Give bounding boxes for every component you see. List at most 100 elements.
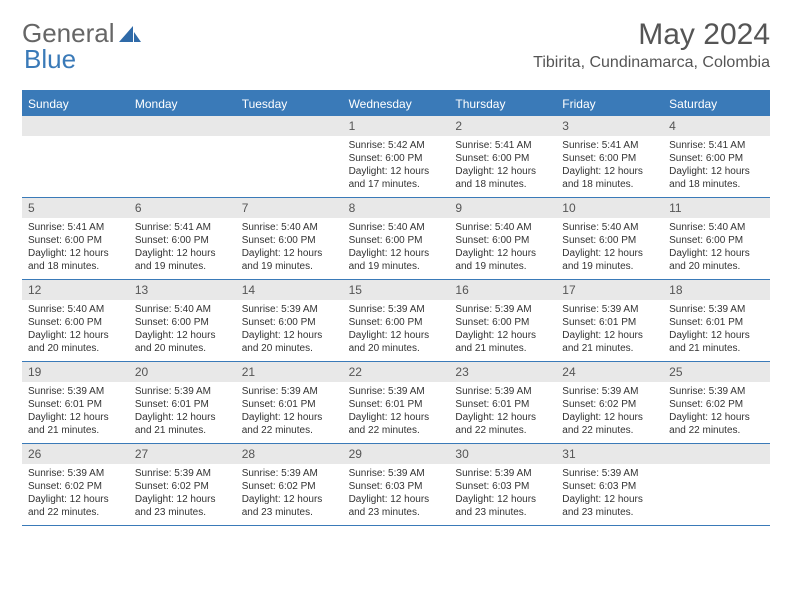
week-row: Sunrise: 5:39 AM Sunset: 6:02 PM Daylight:…	[22, 464, 770, 526]
day-detail-line: Daylight: 12 hours	[455, 247, 550, 260]
day-detail-line: Daylight: 12 hours	[135, 493, 230, 506]
title-block: May 2024 Tibirita, Cundinamarca, Colombi…	[533, 18, 770, 72]
day-detail-line: and 18 minutes.	[669, 178, 764, 191]
day-cell: Sunrise: 5:39 AMSunset: 6:01 PMDaylight:…	[556, 300, 663, 361]
day-number: 9	[449, 198, 556, 218]
day-cell	[663, 464, 770, 525]
day-detail-line: Sunrise: 5:39 AM	[135, 385, 230, 398]
day-detail-line: and 21 minutes.	[455, 342, 550, 355]
day-detail-line: Daylight: 12 hours	[562, 493, 657, 506]
day-number: 8	[343, 198, 450, 218]
day-detail-line: and 23 minutes.	[242, 506, 337, 519]
week-row: Sunrise: 5:40 AMSunset: 6:00 PMDaylight:…	[22, 300, 770, 362]
day-detail-line: Sunset: 6:00 PM	[242, 316, 337, 329]
calendar: SundayMondayTuesdayWednesdayThursdayFrid…	[22, 90, 770, 526]
day-detail-line: Sunset: 6:00 PM	[242, 234, 337, 247]
day-cell: Sunrise: 5:39 AMSunset: 6:00 PMDaylight:…	[449, 300, 556, 361]
day-cell: Sunrise: 5:39 AMSunset: 6:01 PMDaylight:…	[343, 382, 450, 443]
day-cell: Sunrise: 5:40 AMSunset: 6:00 PMDaylight:…	[449, 218, 556, 279]
day-detail-line: and 22 minutes.	[28, 506, 123, 519]
day-detail-line: Sunset: 6:03 PM	[349, 480, 444, 493]
day-number: 31	[556, 444, 663, 464]
day-cell	[236, 136, 343, 197]
day-detail-line: Sunrise: 5:39 AM	[349, 467, 444, 480]
day-detail-line: Sunset: 6:00 PM	[562, 234, 657, 247]
day-number: 3	[556, 116, 663, 136]
day-detail-line: Sunset: 6:00 PM	[455, 316, 550, 329]
day-detail-line: and 22 minutes.	[455, 424, 550, 437]
day-detail-line: Sunset: 6:01 PM	[349, 398, 444, 411]
day-number: 13	[129, 280, 236, 300]
day-detail-line: Daylight: 12 hours	[669, 411, 764, 424]
day-number: 23	[449, 362, 556, 382]
day-detail-line: and 23 minutes.	[135, 506, 230, 519]
day-cell: Sunrise: 5:39 AMSunset: 6:01 PMDaylight:…	[22, 382, 129, 443]
day-number: 2	[449, 116, 556, 136]
day-detail-line: and 22 minutes.	[669, 424, 764, 437]
day-number-row: 12131415161718	[22, 280, 770, 300]
day-detail-line: Daylight: 12 hours	[135, 411, 230, 424]
day-detail-line: Sunset: 6:01 PM	[135, 398, 230, 411]
day-number-row: 262728293031	[22, 444, 770, 464]
weekday-header: Wednesday	[343, 92, 450, 116]
day-detail-line: Sunrise: 5:39 AM	[562, 467, 657, 480]
day-number-row: 567891011	[22, 198, 770, 218]
day-detail-line: Sunset: 6:02 PM	[242, 480, 337, 493]
day-detail-line: Daylight: 12 hours	[349, 493, 444, 506]
weekday-header: Thursday	[449, 92, 556, 116]
day-detail-line: Sunrise: 5:39 AM	[135, 467, 230, 480]
day-detail-line: Sunset: 6:00 PM	[669, 234, 764, 247]
day-detail-line: Sunrise: 5:39 AM	[562, 303, 657, 316]
week-row: Sunrise: 5:42 AMSunset: 6:00 PMDaylight:…	[22, 136, 770, 198]
day-detail-line: Daylight: 12 hours	[242, 247, 337, 260]
day-detail-line: Daylight: 12 hours	[28, 411, 123, 424]
day-detail-line: Sunset: 6:01 PM	[28, 398, 123, 411]
month-title: May 2024	[533, 18, 770, 52]
day-detail-line: and 21 minutes.	[669, 342, 764, 355]
day-detail-line: and 17 minutes.	[349, 178, 444, 191]
day-cell: Sunrise: 5:39 AMSunset: 6:03 PMDaylight:…	[343, 464, 450, 525]
day-detail-line: Sunset: 6:00 PM	[562, 152, 657, 165]
day-detail-line: Daylight: 12 hours	[562, 247, 657, 260]
day-number: 5	[22, 198, 129, 218]
day-number	[663, 444, 770, 464]
day-detail-line: Daylight: 12 hours	[455, 411, 550, 424]
day-detail-line: Sunrise: 5:41 AM	[455, 139, 550, 152]
day-number	[129, 116, 236, 136]
day-detail-line: and 20 minutes.	[28, 342, 123, 355]
weekday-header: Tuesday	[236, 92, 343, 116]
day-detail-line: Sunset: 6:00 PM	[349, 316, 444, 329]
weekday-header: Friday	[556, 92, 663, 116]
day-detail-line: Sunrise: 5:39 AM	[242, 385, 337, 398]
day-detail-line: Daylight: 12 hours	[349, 411, 444, 424]
day-detail-line: and 21 minutes.	[28, 424, 123, 437]
day-detail-line: Sunset: 6:00 PM	[28, 316, 123, 329]
day-detail-line: and 20 minutes.	[135, 342, 230, 355]
day-detail-line: and 22 minutes.	[562, 424, 657, 437]
day-detail-line: and 23 minutes.	[455, 506, 550, 519]
day-number: 11	[663, 198, 770, 218]
day-detail-line: Sunrise: 5:39 AM	[455, 467, 550, 480]
day-cell	[129, 136, 236, 197]
day-cell: Sunrise: 5:39 AMSunset: 6:02 PMDaylight:…	[22, 464, 129, 525]
day-cell: Sunrise: 5:40 AMSunset: 6:00 PMDaylight:…	[663, 218, 770, 279]
day-detail-line: Sunset: 6:00 PM	[669, 152, 764, 165]
day-detail-line: and 18 minutes.	[455, 178, 550, 191]
day-number: 22	[343, 362, 450, 382]
day-detail-line: Sunset: 6:01 PM	[455, 398, 550, 411]
day-cell: Sunrise: 5:39 AMSunset: 6:02 PMDaylight:…	[129, 464, 236, 525]
week-row: Sunrise: 5:39 AMSunset: 6:01 PMDaylight:…	[22, 382, 770, 444]
day-detail-line: Daylight: 12 hours	[28, 493, 123, 506]
day-number: 17	[556, 280, 663, 300]
day-number: 10	[556, 198, 663, 218]
day-detail-line: Sunset: 6:00 PM	[349, 234, 444, 247]
day-number: 26	[22, 444, 129, 464]
day-detail-line: Sunrise: 5:39 AM	[455, 385, 550, 398]
day-number: 19	[22, 362, 129, 382]
day-detail-line: and 23 minutes.	[562, 506, 657, 519]
day-detail-line: Daylight: 12 hours	[669, 247, 764, 260]
day-detail-line: Sunrise: 5:40 AM	[349, 221, 444, 234]
day-cell: Sunrise: 5:40 AMSunset: 6:00 PMDaylight:…	[236, 218, 343, 279]
day-cell: Sunrise: 5:39 AMSunset: 6:01 PMDaylight:…	[449, 382, 556, 443]
day-detail-line: Sunrise: 5:39 AM	[242, 303, 337, 316]
